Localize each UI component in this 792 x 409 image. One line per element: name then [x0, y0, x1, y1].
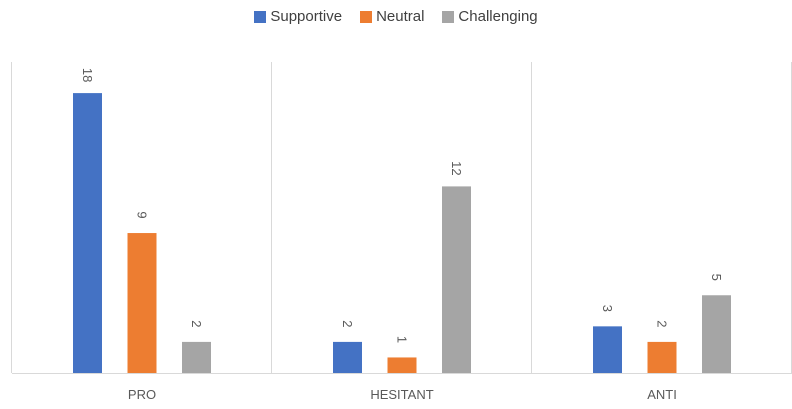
- legend-swatch-supportive: [254, 10, 267, 23]
- legend-swatch-neutral: [360, 10, 373, 23]
- bar-pro-challenging: [182, 341, 211, 373]
- legend-label-supportive: Supportive: [270, 8, 343, 25]
- x-tick-label: PRO: [128, 387, 156, 402]
- bar-anti-neutral: [647, 341, 677, 373]
- legend-label-neutral: Neutral: [376, 8, 425, 25]
- legend-swatch-challenging: [442, 10, 455, 23]
- bar-pro-supportive: [73, 93, 102, 373]
- data-label-anti-neutral: 2: [655, 320, 670, 327]
- bar-anti-supportive: [593, 326, 622, 373]
- bar-hesitant-supportive: [333, 341, 362, 373]
- data-label-pro-supportive: 18: [80, 68, 95, 82]
- bar-pro-neutral: [127, 233, 157, 373]
- data-label-hesitant-supportive: 2: [340, 320, 355, 327]
- data-label-anti-supportive: 3: [600, 305, 615, 312]
- data-label-pro-neutral: 9: [135, 211, 150, 218]
- data-label-anti-challenging: 5: [709, 274, 724, 281]
- chart-legend: Supportive Neutral Challenging: [0, 8, 792, 25]
- legend-label-challenging: Challenging: [458, 8, 538, 25]
- bar-hesitant-neutral: [387, 357, 417, 373]
- data-label-pro-challenging: 2: [189, 320, 204, 327]
- legend-item-neutral: Neutral: [360, 8, 424, 25]
- legend-item-challenging: Challenging: [442, 8, 538, 25]
- x-tick-label: ANTI: [647, 387, 677, 402]
- data-label-hesitant-neutral: 1: [395, 336, 410, 343]
- data-label-hesitant-challenging: 12: [449, 161, 464, 175]
- legend-item-supportive: Supportive: [254, 8, 342, 25]
- x-tick-label: HESITANT: [370, 387, 433, 402]
- bar-anti-challenging: [702, 295, 731, 373]
- bar-hesitant-challenging: [442, 186, 471, 373]
